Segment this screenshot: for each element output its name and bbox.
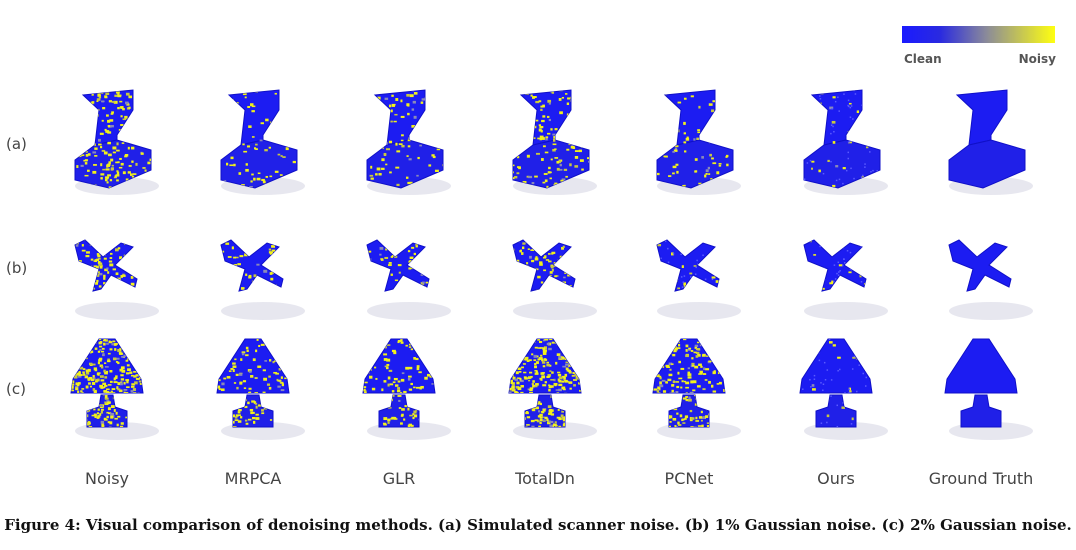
airplane-pcnet-render-body [656, 239, 720, 292]
column-label-ground-truth: Ground Truth [928, 469, 1034, 488]
chair-glr-render-body [373, 89, 426, 146]
column-label-mrpca: MRPCA [224, 469, 282, 488]
lamp-noisy-render [70, 338, 159, 440]
lamp-glr-render-body [378, 394, 420, 428]
chair-pcnet-render-body [656, 139, 734, 189]
airplane-ground-truth-render-shadow [949, 302, 1033, 320]
airplane-ours-render [803, 239, 888, 320]
chair-noisy-render [74, 89, 159, 195]
lamp-ours-render [799, 338, 888, 440]
chair-ground-truth-render-body [955, 89, 1008, 146]
lamp-glr-render [362, 338, 451, 440]
lamp-mrpca-render-body [216, 338, 290, 394]
lamp-glr-render-body [362, 338, 436, 394]
lamp-mrpca-render [216, 338, 305, 440]
chair-glr-render [366, 89, 451, 195]
airplane-ground-truth-render [948, 239, 1033, 320]
chair-mrpca-render [220, 89, 305, 195]
airplane-noisy-render-shadow [75, 302, 159, 320]
airplane-mrpca-render-shadow [221, 302, 305, 320]
chair-ours-render [803, 89, 888, 195]
colorbar-gradient [902, 26, 1055, 43]
airplane-totaldn-render-body [512, 239, 576, 292]
column-label-noisy: Noisy [84, 469, 130, 488]
airplane-totaldn-render-shadow [513, 302, 597, 320]
column-label-ours: Ours [817, 469, 855, 488]
chair-pcnet-render-body [663, 89, 716, 146]
figure-caption: Figure 4: Visual comparison of denoising… [4, 516, 1072, 534]
chair-pcnet-render [656, 89, 741, 195]
chair-ours-render-body [810, 89, 863, 146]
chair-ground-truth-render-body [948, 139, 1026, 189]
airplane-pcnet-render-shadow [657, 302, 741, 320]
airplane-mrpca-render-body [220, 239, 284, 292]
row-label-a: (a) [6, 135, 27, 153]
airplane-glr-render [366, 239, 451, 320]
airplane-ground-truth-render-body [948, 239, 1012, 292]
colorbar-legend: Clean Noisy [902, 26, 1056, 68]
airplane-noisy-render-body [74, 239, 138, 292]
chair-glr-render-body [366, 139, 444, 189]
column-label-glr: GLR [382, 469, 416, 488]
airplane-mrpca-render [220, 239, 305, 320]
point-cloud-grid [70, 89, 1033, 440]
lamp-ground-truth-render-body [944, 338, 1018, 394]
lamp-ours-render-body [815, 394, 857, 428]
chair-ours-render-body [803, 139, 881, 189]
airplane-glr-render-shadow [367, 302, 451, 320]
lamp-totaldn-render [508, 338, 597, 440]
airplane-pcnet-render [656, 239, 741, 320]
airplane-totaldn-render [512, 239, 597, 320]
lamp-pcnet-render [652, 338, 741, 440]
legend-low-label: Clean [904, 52, 942, 66]
airplane-noisy-render [74, 239, 159, 320]
column-label-pcnet: PCNet [664, 469, 714, 488]
lamp-noisy-render-body [86, 394, 128, 428]
lamp-ground-truth-render-body [960, 394, 1002, 428]
airplane-ours-render-shadow [804, 302, 888, 320]
legend-high-label: Noisy [1018, 52, 1056, 66]
row-label-b: (b) [6, 259, 28, 277]
chair-ground-truth-render [948, 89, 1033, 195]
lamp-ground-truth-render [944, 338, 1033, 440]
chair-mrpca-render-body [227, 89, 280, 146]
row-label-c: (c) [6, 380, 26, 398]
chair-totaldn-render [512, 89, 597, 195]
column-label-totaldn: TotalDn [515, 469, 575, 488]
lamp-ours-render-body [799, 338, 873, 394]
